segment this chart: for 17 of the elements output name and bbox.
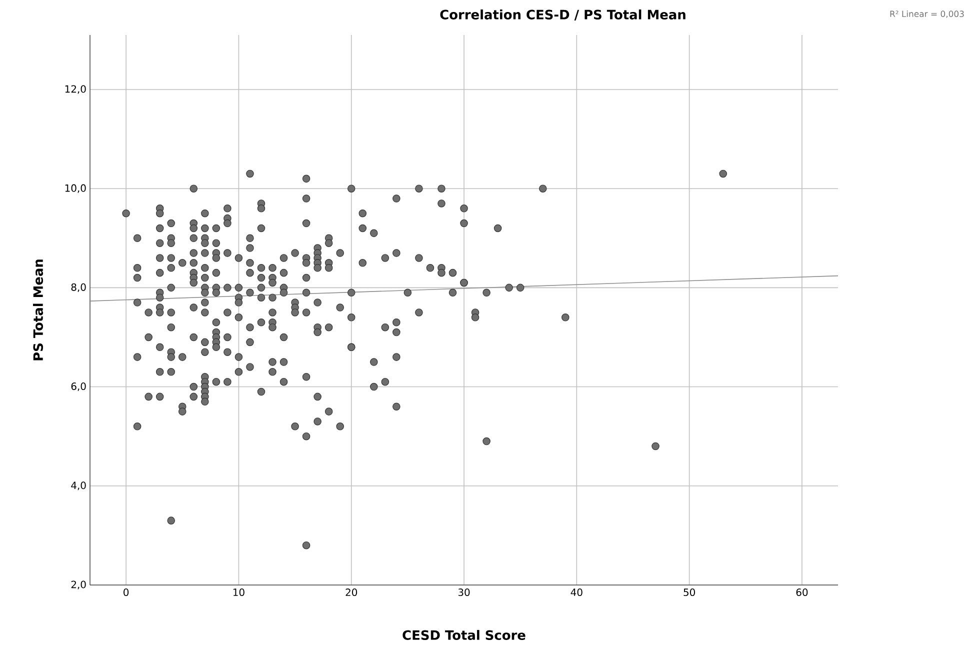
x-axis-title: CESD Total Score <box>402 630 526 640</box>
y-tick-label: 10,0 <box>65 184 86 193</box>
x-tick-label: 0 <box>124 588 129 596</box>
x-tick-label: 10 <box>233 588 244 596</box>
chart-title: Correlation CES-D / PS Total Mean <box>440 9 686 21</box>
y-tick-label: 12,0 <box>65 85 86 94</box>
x-tick-label: 40 <box>570 588 582 596</box>
x-tick-label: 20 <box>346 588 358 596</box>
y-tick-label: 8,0 <box>71 283 86 292</box>
text: R² Linear = 0,003 <box>890 10 964 18</box>
x-tick-label: 30 <box>458 588 470 596</box>
y-tick-label: 4,0 <box>71 482 86 490</box>
x-tick-label: 60 <box>796 588 808 596</box>
y-axis-title: PS Total Mean <box>32 260 44 360</box>
y-tick-label: 6,0 <box>71 382 86 392</box>
x-tick-label: 50 <box>684 588 695 596</box>
y-tick-label: 2,0 <box>71 580 86 590</box>
